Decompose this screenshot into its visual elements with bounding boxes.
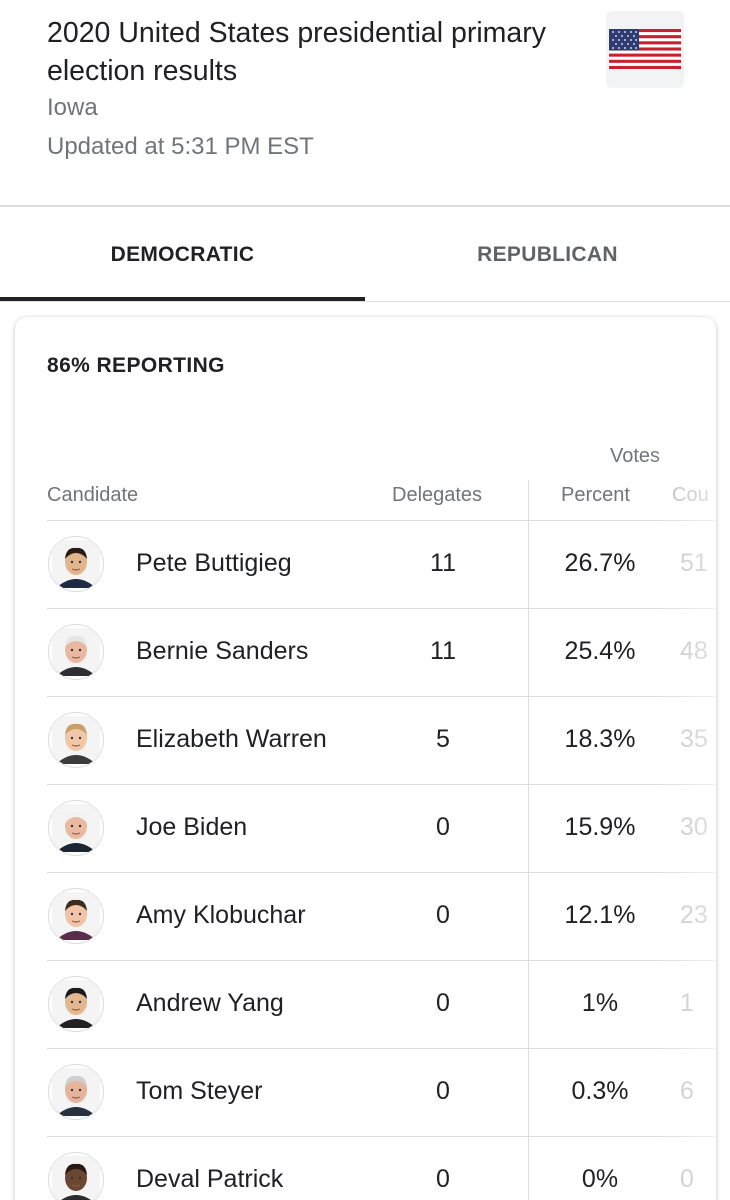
candidate-row[interactable]: Joe Biden 0 15.9% 30: [47, 784, 716, 872]
candidate-name: Amy Klobuchar: [136, 901, 306, 929]
updated-timestamp: Updated at 5:31 PM EST: [47, 133, 314, 160]
delegates-value: 5: [436, 725, 450, 753]
percent-value: 0%: [581, 1165, 619, 1193]
vote-count-value: 48: [680, 637, 708, 665]
vote-count-value: 23: [680, 901, 708, 929]
percent-value: 1%: [581, 989, 619, 1017]
delegates-value: 0: [436, 989, 450, 1017]
vote-count-value: 6: [680, 1077, 694, 1105]
candidate-avatar: [48, 624, 104, 680]
candidate-row[interactable]: Deval Patrick 0 0% 0: [47, 1136, 716, 1200]
candidate-name: Deval Patrick: [136, 1165, 284, 1193]
tab-republican[interactable]: REPUBLICAN: [477, 243, 618, 266]
candidate-avatar: [48, 712, 104, 768]
percent-value: 0.3%: [571, 1077, 629, 1105]
candidate-row[interactable]: Andrew Yang 0 1% 1: [47, 960, 716, 1048]
votes-column-divider-header: [528, 480, 529, 520]
percent-value: 25.4%: [564, 637, 636, 665]
candidate-avatar: [48, 800, 104, 856]
candidate-avatar: [48, 976, 104, 1032]
candidate-row[interactable]: Tom Steyer 0 0.3% 6: [47, 1048, 716, 1136]
party-tabs: DEMOCRATIC REPUBLICAN: [0, 207, 730, 303]
candidate-avatar: [48, 1064, 104, 1120]
delegates-value: 0: [436, 901, 450, 929]
delegates-value: 11: [430, 637, 456, 665]
candidate-name: Joe Biden: [136, 813, 248, 841]
tabs-divider: [0, 301, 730, 302]
header-divider: [0, 205, 730, 207]
delegates-value: 0: [436, 813, 450, 841]
candidate-avatar: [48, 1152, 104, 1200]
candidate-avatar: [48, 888, 104, 944]
percent-value: 12.1%: [564, 901, 636, 929]
candidate-name: Pete Buttigieg: [136, 549, 292, 577]
candidate-name: Bernie Sanders: [136, 637, 309, 665]
candidate-name: Andrew Yang: [136, 989, 284, 1017]
us-flag-icon: [606, 11, 684, 88]
candidate-row[interactable]: Elizabeth Warren 5 18.3% 35: [47, 696, 716, 784]
votes-column-divider: [528, 520, 529, 1200]
location-label: Iowa: [47, 94, 98, 121]
percent-column-header: Percent: [561, 484, 630, 506]
votes-group-header: Votes: [610, 445, 661, 467]
vote-count-value: 35: [680, 725, 708, 753]
delegates-value: 0: [436, 1165, 450, 1193]
percent-value: 15.9%: [564, 813, 636, 841]
candidate-column-header: Candidate: [47, 484, 139, 506]
vote-count-value: 30: [680, 813, 708, 841]
selected-tab-indicator: [0, 297, 365, 301]
results-card: 86% REPORTING Votes Candidate Delegates …: [15, 317, 716, 1200]
percent-value: 26.7%: [564, 549, 636, 577]
vote-count-value: 51: [680, 549, 708, 577]
candidate-name: Tom Steyer: [136, 1077, 263, 1105]
delegates-value: 11: [430, 549, 456, 577]
percent-value: 18.3%: [564, 725, 636, 753]
delegates-value: 0: [436, 1077, 450, 1105]
delegates-column-header: Delegates: [392, 484, 483, 506]
vote-count-value: 0: [680, 1165, 694, 1193]
page-title: 2020 United States presidential primary …: [47, 17, 547, 87]
candidate-row[interactable]: Pete Buttigieg 11 26.7% 51: [47, 520, 716, 608]
tab-democratic[interactable]: DEMOCRATIC: [110, 243, 255, 266]
candidate-name: Elizabeth Warren: [136, 725, 327, 753]
reporting-status: 86% REPORTING: [47, 354, 225, 377]
candidate-row[interactable]: Amy Klobuchar 0 12.1% 23: [47, 872, 716, 960]
count-column-header: Cou: [672, 484, 709, 506]
candidate-row[interactable]: Bernie Sanders 11 25.4% 48: [47, 608, 716, 696]
results-header: 2020 United States presidential primary …: [0, 0, 730, 206]
candidate-avatar: [48, 536, 104, 592]
vote-count-value: 1: [680, 989, 694, 1017]
